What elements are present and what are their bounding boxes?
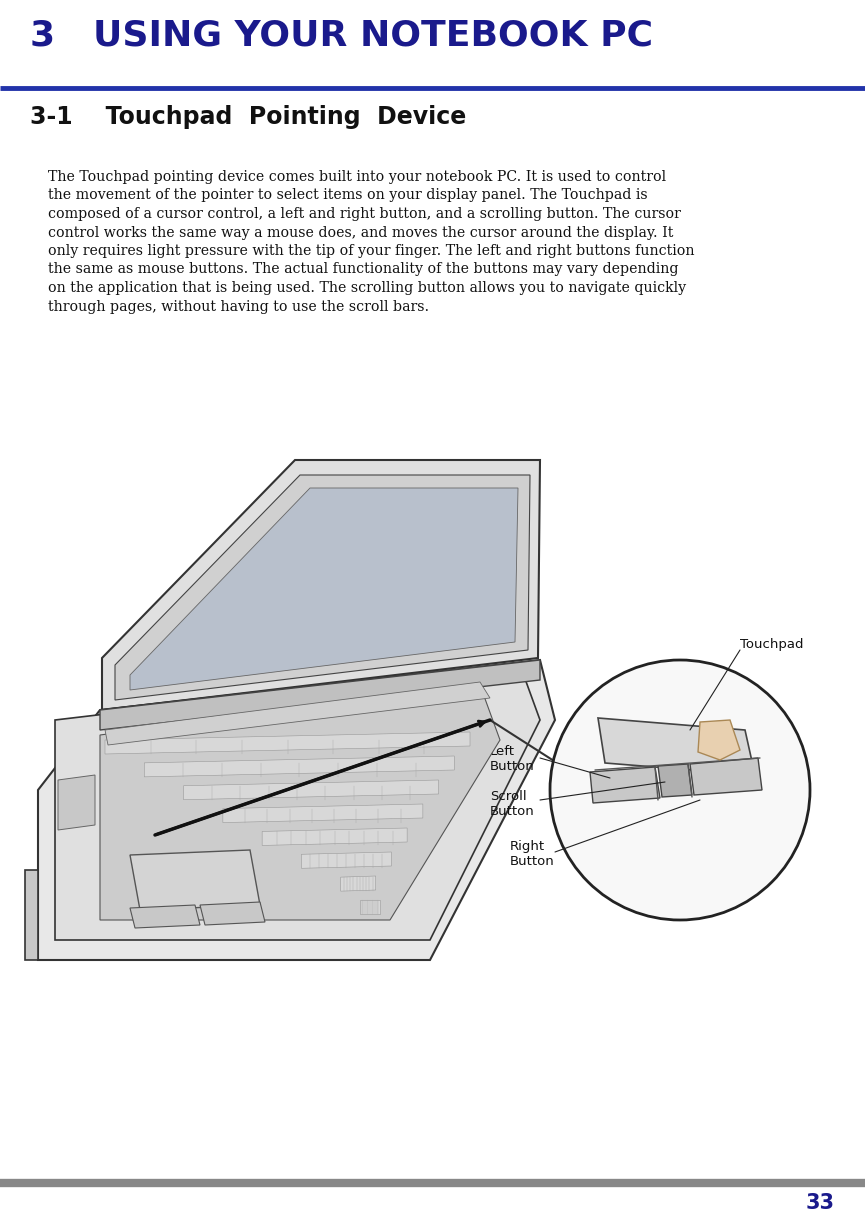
Polygon shape [223, 804, 423, 822]
Polygon shape [25, 869, 38, 960]
Polygon shape [130, 905, 200, 928]
Polygon shape [105, 731, 470, 754]
Polygon shape [360, 900, 380, 914]
Polygon shape [105, 682, 490, 745]
Polygon shape [38, 660, 555, 960]
Polygon shape [144, 756, 454, 777]
Text: 33: 33 [806, 1193, 835, 1211]
Text: the movement of the pointer to select items on your display panel. The Touchpad : the movement of the pointer to select it… [48, 189, 648, 202]
Polygon shape [100, 660, 540, 730]
Circle shape [550, 660, 810, 920]
Polygon shape [301, 853, 392, 868]
Polygon shape [658, 764, 692, 797]
Polygon shape [598, 718, 755, 775]
Text: through pages, without having to use the scroll bars.: through pages, without having to use the… [48, 299, 429, 314]
Polygon shape [200, 902, 265, 925]
Text: Scroll
Button: Scroll Button [490, 790, 535, 817]
Polygon shape [102, 460, 540, 710]
Polygon shape [690, 758, 762, 794]
Polygon shape [115, 475, 530, 700]
Text: composed of a cursor control, a left and right button, and a scrolling button. T: composed of a cursor control, a left and… [48, 207, 681, 220]
Text: 3-1    Touchpad  Pointing  Device: 3-1 Touchpad Pointing Device [30, 105, 466, 130]
Polygon shape [698, 721, 740, 761]
Text: on the application that is being used. The scrolling button allows you to naviga: on the application that is being used. T… [48, 281, 686, 295]
Polygon shape [130, 488, 518, 690]
Text: control works the same way a mouse does, and moves the cursor around the display: control works the same way a mouse does,… [48, 225, 673, 240]
Polygon shape [341, 876, 375, 891]
Polygon shape [55, 665, 540, 940]
Polygon shape [130, 850, 260, 909]
Text: Right
Button: Right Button [510, 840, 554, 868]
Text: Left
Button: Left Button [490, 745, 535, 773]
Polygon shape [58, 775, 95, 830]
Polygon shape [183, 780, 439, 799]
Polygon shape [100, 685, 500, 920]
Text: 3   USING YOUR NOTEBOOK PC: 3 USING YOUR NOTEBOOK PC [30, 18, 653, 52]
Polygon shape [262, 828, 407, 845]
Text: Touchpad: Touchpad [740, 638, 804, 652]
Polygon shape [590, 767, 660, 803]
Text: only requires light pressure with the tip of your finger. The left and right but: only requires light pressure with the ti… [48, 243, 695, 258]
Text: The Touchpad pointing device comes built into your notebook PC. It is used to co: The Touchpad pointing device comes built… [48, 170, 666, 184]
Text: the same as mouse buttons. The actual functionality of the buttons may vary depe: the same as mouse buttons. The actual fu… [48, 263, 678, 276]
